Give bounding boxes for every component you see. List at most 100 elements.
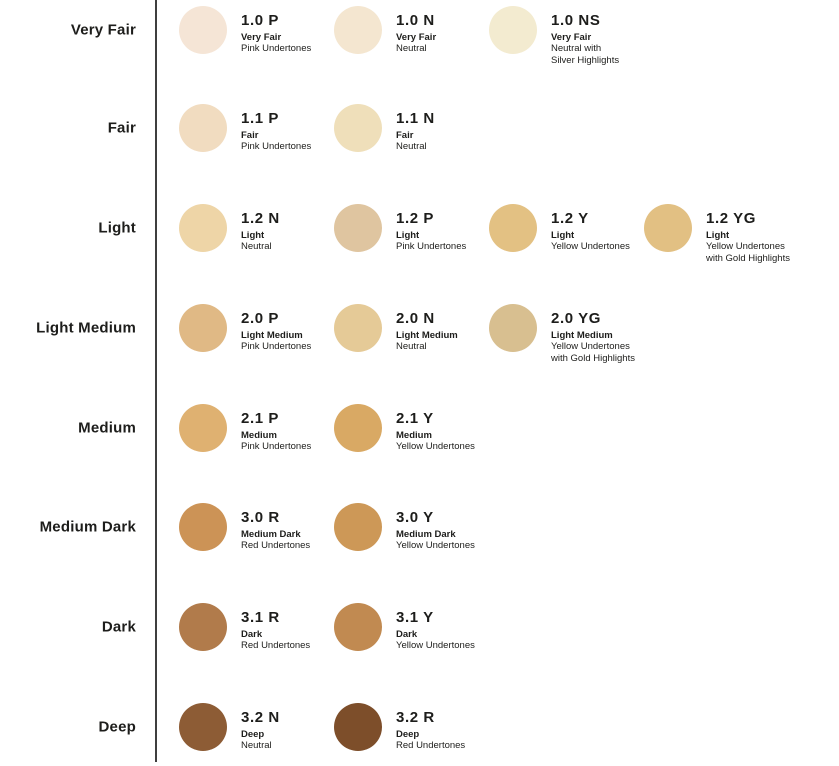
shade-code: 3.2 R [396,709,435,726]
shade-cell-2-0-yg: 2.0 YG Light Medium Yellow Undertones with… [489,304,635,364]
shade-name: Light Medium [241,329,303,341]
shade-undertone: Yellow Undertones [551,241,630,253]
shade-swatch[interactable] [179,6,227,54]
shade-cell-1-2-yg: 1.2 YG Light Yellow Undertones with Gold H… [644,204,790,264]
shade-undertone: Red Undertones [241,540,311,552]
row-label-light: Light [98,219,136,237]
shade-swatch[interactable] [334,603,382,651]
shade-swatch[interactable] [179,204,227,252]
shade-text: 1.2 N Light Neutral [227,204,280,253]
shade-text: 2.0 N Light Medium Neutral [382,304,458,353]
shade-swatch[interactable] [179,304,227,352]
shade-name: Medium Dark [396,528,456,540]
shade-undertone: Pink Undertones [396,241,467,253]
shade-cell-1-1-n: 1.1 N Fair Neutral [334,104,435,153]
row-label-very-fair: Very Fair [70,21,136,39]
shade-text: 3.0 Y Medium Dark Yellow Undertones [382,503,475,552]
shade-code: 1.0 P [241,12,280,29]
shade-undertone: Yellow Undertones [396,441,475,453]
shade-cell-1-2-y: 1.2 Y Light Yellow Undertones [489,204,630,253]
shade-swatch[interactable] [644,204,692,252]
shade-swatch[interactable] [334,6,382,54]
shade-swatch[interactable] [334,703,382,751]
shade-swatch[interactable] [179,503,227,551]
shade-code: 2.0 YG [551,310,602,327]
shade-code: 3.0 R [241,509,280,526]
shade-text: 2.0 P Light Medium Pink Undertones [227,304,311,353]
shade-swatch[interactable] [489,304,537,352]
shade-name: Dark [396,628,418,640]
shade-code: 2.0 P [241,310,280,327]
shade-name: Light Medium [396,329,458,341]
shade-name: Light [706,229,730,241]
shade-text: 2.1 P Medium Pink Undertones [227,404,311,453]
shade-swatch[interactable] [334,204,382,252]
shade-swatch[interactable] [179,104,227,152]
shade-cell-3-2-n: 3.2 N Deep Neutral [179,703,280,752]
shade-swatch[interactable] [179,703,227,751]
shade-cell-3-1-y: 3.1 Y Dark Yellow Undertones [334,603,475,652]
shade-name: Fair [396,129,414,141]
shade-text: 1.0 P Very Fair Pink Undertones [227,6,311,55]
shade-code: 3.1 R [241,609,280,626]
shade-swatch[interactable] [334,503,382,551]
shade-undertone: Neutral [241,241,272,253]
shade-swatch[interactable] [334,404,382,452]
shade-text: 1.2 P Light Pink Undertones [382,204,466,253]
shade-text: 1.0 N Very Fair Neutral [382,6,436,55]
shade-text: 3.0 R Medium Dark Red Undertones [227,503,310,552]
shade-name: Fair [241,129,259,141]
shade-text: 3.2 R Deep Red Undertones [382,703,465,752]
shade-cell-3-0-r: 3.0 R Medium Dark Red Undertones [179,503,310,552]
shade-undertone: Yellow Undertones with Gold Highlights [551,341,635,364]
shade-undertone: Pink Undertones [241,341,312,353]
shade-swatch[interactable] [489,204,537,252]
shade-text: 2.0 YG Light Medium Yellow Undertones with… [537,304,635,364]
shade-text: 1.1 N Fair Neutral [382,104,435,153]
shade-cell-3-1-r: 3.1 R Dark Red Undertones [179,603,310,652]
shade-undertone: Red Undertones [241,640,311,652]
shade-code: 1.2 N [241,210,280,227]
shade-swatch[interactable] [179,603,227,651]
shade-text: 3.1 R Dark Red Undertones [227,603,310,652]
shade-code: 2.1 Y [396,410,434,427]
shade-cell-1-2-p: 1.2 P Light Pink Undertones [334,204,466,253]
shade-undertone: Red Undertones [396,740,466,752]
shade-cell-1-0-ns: 1.0 NS Very Fair Neutral with Silver Highl… [489,6,619,66]
shade-cell-2-0-p: 2.0 P Light Medium Pink Undertones [179,304,311,353]
shade-undertone: Pink Undertones [241,141,312,153]
shade-cell-1-0-n: 1.0 N Very Fair Neutral [334,6,436,55]
shade-name: Light Medium [551,329,613,341]
shade-cell-1-2-n: 1.2 N Light Neutral [179,204,280,253]
shade-code: 3.0 Y [396,509,434,526]
shade-name: Deep [396,728,420,740]
shade-code: 3.1 Y [396,609,434,626]
shade-undertone: Neutral with Silver Highlights [551,43,620,66]
shade-undertone: Neutral [396,141,427,153]
shade-cell-3-2-r: 3.2 R Deep Red Undertones [334,703,465,752]
shade-cell-2-0-n: 2.0 N Light Medium Neutral [334,304,458,353]
shade-cell-2-1-y: 2.1 Y Medium Yellow Undertones [334,404,475,453]
shade-undertone: Neutral [396,43,427,55]
shade-swatch[interactable] [334,104,382,152]
shade-swatch[interactable] [489,6,537,54]
shade-code: 1.2 Y [551,210,589,227]
shade-code: 1.2 YG [706,210,757,227]
shade-swatch[interactable] [179,404,227,452]
shade-undertone: Pink Undertones [241,43,312,55]
shade-name: Medium Dark [241,528,301,540]
shade-swatch[interactable] [334,304,382,352]
shade-cell-3-0-y: 3.0 Y Medium Dark Yellow Undertones [334,503,475,552]
shade-name: Light [396,229,420,241]
shade-code: 1.0 NS [551,12,601,29]
shade-name: Medium [241,429,277,441]
shade-code: 1.1 N [396,110,435,127]
shade-undertone: Yellow Undertones with Gold Highlights [706,241,790,264]
shade-code: 1.2 P [396,210,435,227]
shade-cell-1-0-p: 1.0 P Very Fair Pink Undertones [179,6,311,55]
shade-name: Very Fair [551,31,592,43]
vertical-divider [155,0,157,762]
shade-cell-2-1-p: 2.1 P Medium Pink Undertones [179,404,311,453]
row-label-medium: Medium [78,419,136,437]
shade-name: Dark [241,628,263,640]
